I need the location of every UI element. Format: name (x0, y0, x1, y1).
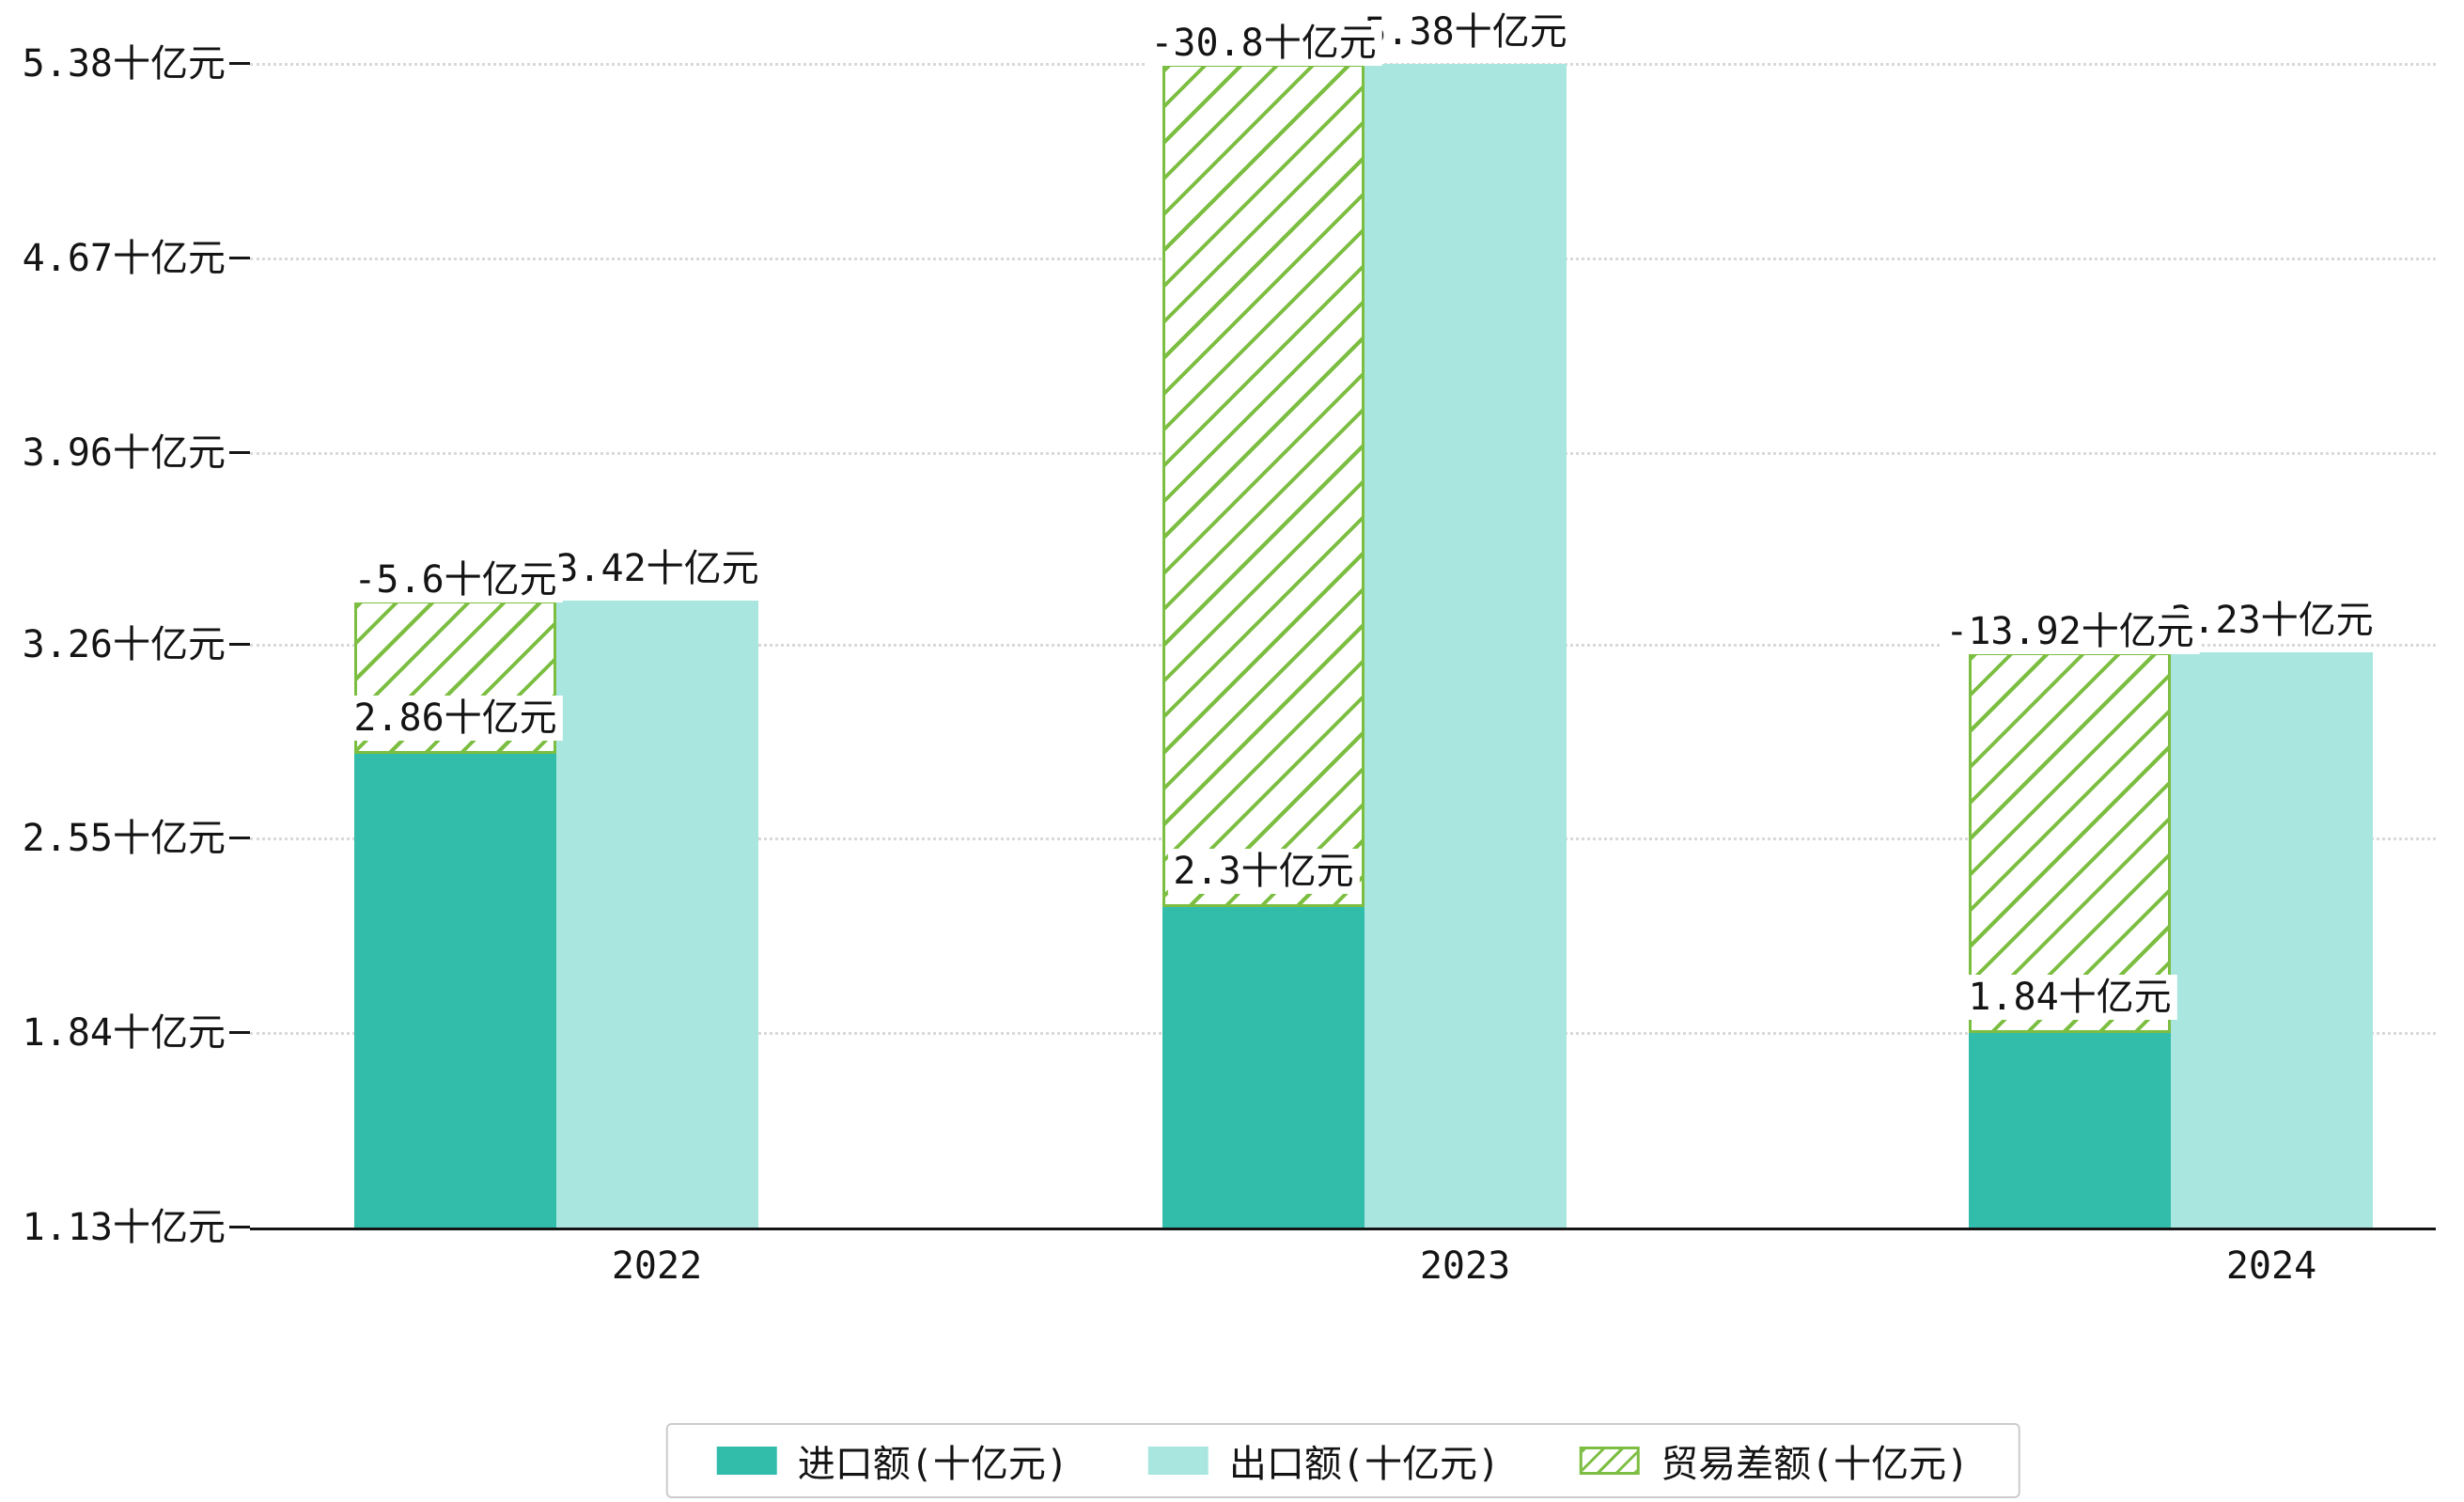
legend-label-trade-balance: 贸易差额(十亿元) (1661, 1443, 1970, 1486)
y-tick-mark (229, 642, 250, 646)
y-axis-tick-label: 5.38十亿元 (22, 42, 226, 86)
y-axis-tick-label: 2.55十亿元 (22, 817, 226, 861)
y-axis-tick-label: 1.84十亿元 (22, 1011, 226, 1056)
value-label-export-2022: 3.42十亿元 (550, 545, 765, 591)
y-tick-mark (229, 256, 250, 259)
y-tick-mark (229, 1226, 250, 1228)
bar-trade-balance-2024 (1969, 652, 2171, 1034)
value-label-import-2023: 2.3十亿元 (1167, 849, 1360, 895)
legend-label-export: 出口额(十亿元) (1228, 1443, 1501, 1486)
x-axis-tick-label-2023: 2023 (1419, 1244, 1511, 1288)
legend-item-import[interactable]: 进口额(十亿元) (716, 1433, 1068, 1488)
x-axis-line (250, 1228, 2436, 1230)
y-tick-mark (229, 837, 250, 840)
y-tick-mark (229, 450, 250, 454)
legend-item-trade-balance[interactable]: 贸易差额(十亿元) (1580, 1433, 1969, 1488)
import-swatch-icon (716, 1447, 777, 1475)
export-swatch-icon (1147, 1447, 1209, 1475)
value-label-export-2024: 3.23十亿元 (2164, 598, 2379, 644)
y-axis-tick-label: 3.96十亿元 (22, 430, 226, 475)
legend-item-export[interactable]: 出口额(十亿元) (1147, 1433, 1501, 1488)
bar-export-2022 (556, 600, 758, 1228)
legend: 进口额(十亿元) 出口额(十亿元) 贸易差额(十亿元) (665, 1423, 2020, 1498)
value-label-trade-balance-2024: -13.92十亿元 (1940, 609, 2200, 655)
trade-balance-swatch-icon (1580, 1447, 1641, 1475)
value-label-trade-balance-2023: -30.8十亿元 (1145, 21, 1382, 66)
legend-label-import: 进口额(十亿元) (797, 1443, 1068, 1486)
bar-trade-balance-2023 (1162, 64, 1365, 908)
bar-export-2024 (2171, 652, 2373, 1228)
y-tick-mark (229, 1031, 250, 1035)
y-tick-mark (229, 62, 250, 65)
x-axis-tick-label-2022: 2022 (611, 1244, 703, 1288)
value-label-import-2022: 2.86十亿元 (348, 696, 563, 742)
y-axis-tick-label: 1.13十亿元 (22, 1206, 226, 1249)
bar-import-2024 (1969, 1033, 2171, 1228)
y-axis-tick-label: 4.67十亿元 (22, 236, 226, 280)
value-label-import-2024: 1.84十亿元 (1962, 975, 2177, 1021)
bar-import-2022 (354, 754, 556, 1228)
value-label-trade-balance-2022: -5.6十亿元 (348, 556, 563, 602)
x-axis-tick-label-2024: 2024 (2225, 1244, 2317, 1288)
y-axis-tick-label: 3.26十亿元 (22, 622, 226, 666)
bar-export-2023 (1365, 64, 1567, 1228)
bar-import-2023 (1162, 907, 1365, 1228)
value-label-export-2023: 5.38十亿元 (1358, 9, 1573, 55)
